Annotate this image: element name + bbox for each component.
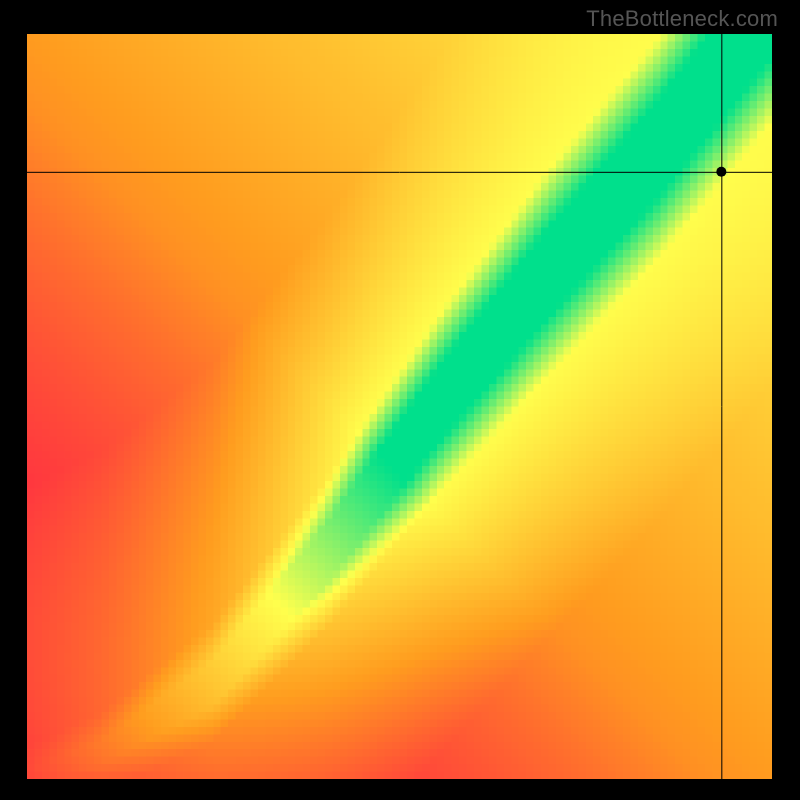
watermark-text: TheBottleneck.com xyxy=(586,6,778,32)
chart-container: TheBottleneck.com xyxy=(0,0,800,800)
crosshair-overlay xyxy=(27,34,772,779)
heatmap-plot-area xyxy=(27,34,772,779)
